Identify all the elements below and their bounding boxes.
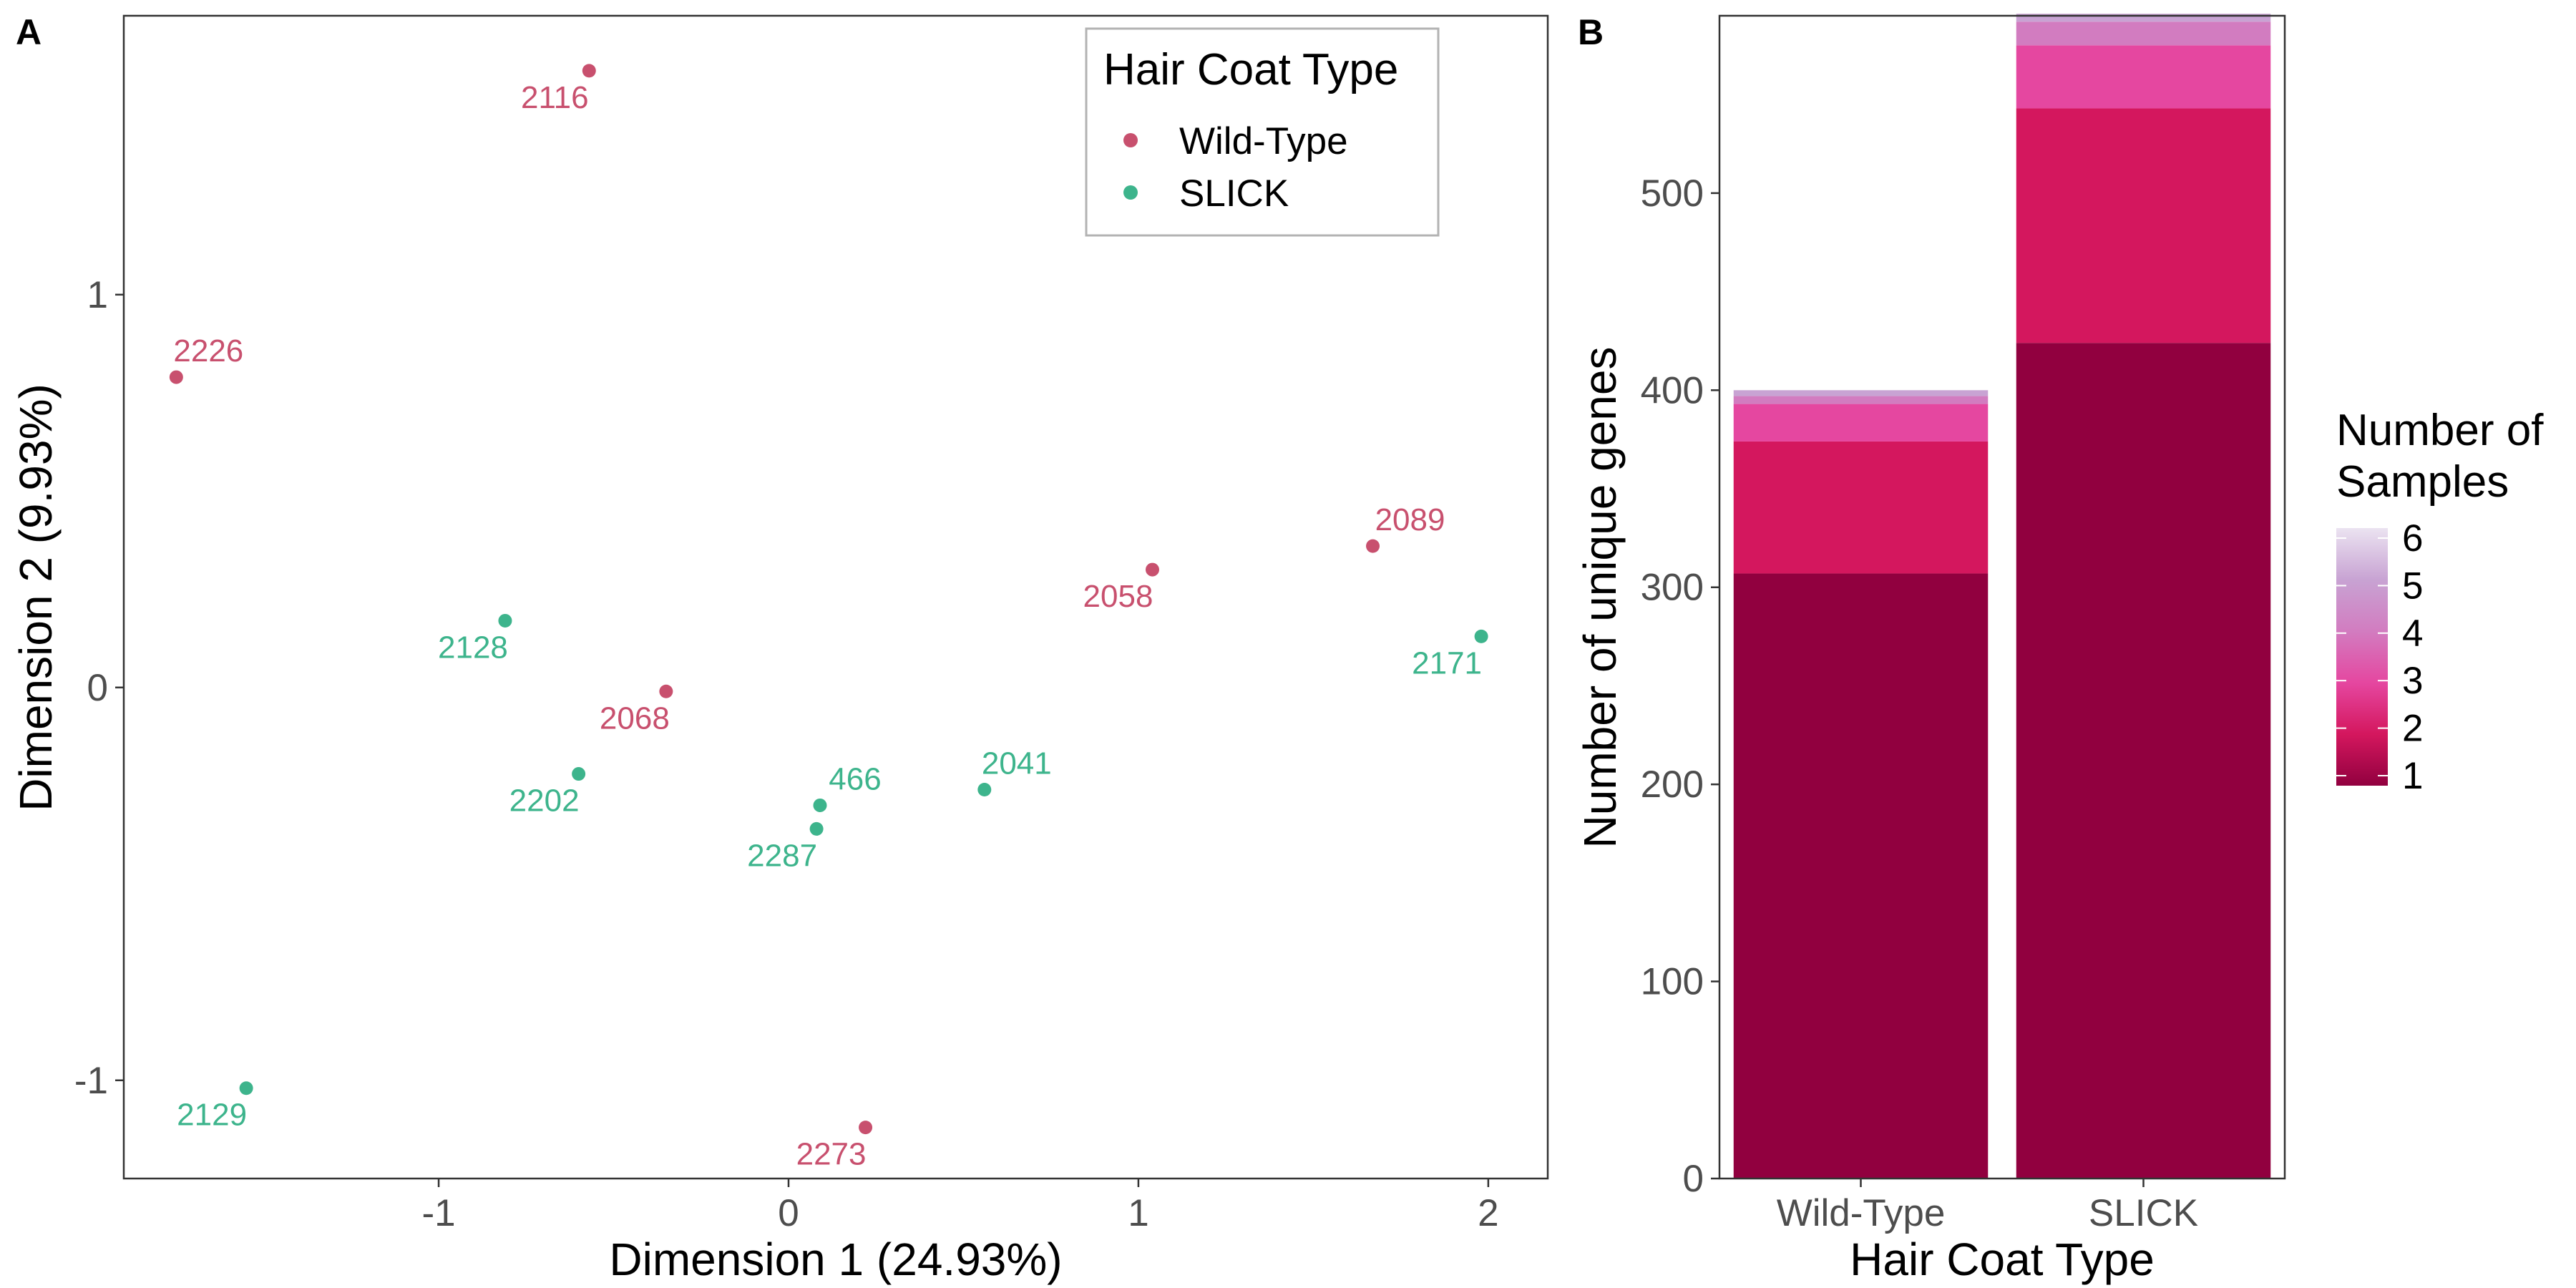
bar-x-axis-title: Hair Coat Type bbox=[1850, 1234, 2155, 1285]
point-label-2129: 2129 bbox=[177, 1098, 247, 1133]
point-wild-type-2273 bbox=[859, 1121, 873, 1135]
bar-segment-wild-type-samples-3 bbox=[1733, 404, 1989, 441]
panel-label-a: A bbox=[16, 12, 42, 52]
panel-label-b: B bbox=[1578, 12, 1604, 52]
x-axis-title: Dimension 1 (24.93%) bbox=[609, 1234, 1062, 1285]
point-label-2058: 2058 bbox=[1083, 579, 1153, 614]
point-label-2171: 2171 bbox=[1412, 645, 1482, 680]
point-label-466: 466 bbox=[829, 761, 881, 796]
point-label-2116: 2116 bbox=[521, 80, 589, 115]
colorbar-label-3: 3 bbox=[2402, 660, 2423, 702]
colorbar-label-6: 6 bbox=[2402, 517, 2423, 560]
bar-segment-wild-type-samples-2 bbox=[1733, 441, 1989, 574]
point-label-2128: 2128 bbox=[438, 630, 508, 665]
bar-y-tick-label: 200 bbox=[1641, 763, 1704, 806]
colorbar-label-5: 5 bbox=[2402, 565, 2423, 607]
point-wild-type-2058 bbox=[1145, 562, 1159, 577]
point-wild-type-2116 bbox=[582, 64, 596, 78]
bar-segment-wild-type-samples-4 bbox=[1733, 396, 1989, 404]
bar-y-axis-title: Number of unique genes bbox=[1574, 347, 1626, 849]
bar-y-tick-label: 100 bbox=[1641, 961, 1704, 1003]
x-tick-label: 1 bbox=[1128, 1192, 1148, 1234]
point-slick-2287 bbox=[809, 821, 824, 836]
point-label-2202: 2202 bbox=[509, 784, 580, 819]
samples-legend: Number of Samples 1 2 3 4 5 6 bbox=[2336, 406, 2544, 797]
bar-segment-slick-samples-4 bbox=[2016, 21, 2271, 46]
y-tick-label: -1 bbox=[74, 1060, 108, 1102]
legend-marker-wild-type bbox=[1123, 133, 1138, 147]
point-label-2068: 2068 bbox=[600, 701, 670, 736]
x-tick-label: -1 bbox=[421, 1192, 455, 1234]
bar-y-tick-label: 400 bbox=[1641, 369, 1704, 411]
scatter-points: 2116 2226 2089 2058 2068 2273 2128 2171 2202 466 2… bbox=[169, 64, 1488, 1172]
legend-label-wild-type: Wild-Type bbox=[1179, 120, 1348, 162]
legend-box bbox=[1085, 27, 1440, 237]
bar-x-tick-label-slick: SLICK bbox=[2089, 1192, 2198, 1234]
bar-segment-slick-samples-3 bbox=[2016, 45, 2271, 109]
colorbar-gradient bbox=[2336, 528, 2388, 786]
bar-segment-slick-samples-5 bbox=[2016, 14, 2271, 22]
bar-y-tick-label: 0 bbox=[1683, 1158, 1704, 1200]
bar-plot-border bbox=[1718, 14, 2286, 1180]
bar-segment-wild-type-samples-1 bbox=[1733, 573, 1989, 1179]
bar-panel: Wild-Type SLICK 0 100 200 300 400 500 Hair Coat… bbox=[1574, 14, 2544, 1285]
legend-label-slick: SLICK bbox=[1179, 172, 1289, 215]
point-label-2089: 2089 bbox=[1375, 502, 1445, 537]
point-slick-2129 bbox=[239, 1081, 253, 1096]
samples-colorbar: 1 2 3 4 5 6 bbox=[2336, 517, 2423, 797]
point-label-2041: 2041 bbox=[982, 746, 1052, 781]
point-wild-type-2068 bbox=[659, 684, 673, 698]
point-slick-466 bbox=[813, 798, 827, 812]
point-slick-2041 bbox=[977, 783, 992, 797]
bar-y-tick-label: 300 bbox=[1641, 567, 1704, 609]
colorbar-label-2: 2 bbox=[2402, 708, 2423, 750]
bar-segment-slick-samples-1 bbox=[2016, 343, 2271, 1179]
point-slick-2171 bbox=[1474, 629, 1488, 643]
bar-x-tick-label-wild-type: Wild-Type bbox=[1777, 1192, 1946, 1234]
colorbar-label-1: 1 bbox=[2402, 755, 2423, 797]
x-tick-label: 0 bbox=[778, 1192, 799, 1234]
scatter-ticks: -1 0 1 2 -1 0 1 bbox=[74, 274, 1499, 1234]
y-tick-label: 0 bbox=[87, 667, 108, 709]
samples-legend-title-line1: Number of bbox=[2336, 406, 2544, 455]
y-tick-label: 1 bbox=[87, 274, 108, 316]
point-label-2273: 2273 bbox=[796, 1137, 867, 1172]
legend-marker-slick bbox=[1123, 185, 1138, 200]
legend-title: Hair Coat Type bbox=[1103, 45, 1398, 94]
y-axis-title: Dimension 2 (9.93%) bbox=[10, 384, 62, 811]
bar-ticks: Wild-Type SLICK 0 100 200 300 400 500 bbox=[1641, 172, 2199, 1234]
bar-y-tick-label: 500 bbox=[1641, 172, 1704, 215]
point-slick-2202 bbox=[572, 767, 586, 781]
samples-legend-title-line2: Samples bbox=[2336, 457, 2509, 507]
bar-segment-slick-samples-2 bbox=[2016, 108, 2271, 343]
point-label-2287: 2287 bbox=[747, 838, 817, 873]
point-wild-type-2226 bbox=[169, 370, 183, 384]
point-slick-2128 bbox=[498, 613, 512, 628]
colorbar-label-4: 4 bbox=[2402, 613, 2423, 655]
point-wild-type-2089 bbox=[1366, 539, 1380, 553]
point-label-2226: 2226 bbox=[173, 333, 243, 369]
bar-segment-wild-type-samples-5 bbox=[1733, 390, 1989, 396]
bar-stacks bbox=[1733, 14, 2271, 1179]
x-tick-label: 2 bbox=[1478, 1192, 1498, 1234]
scatter-legend: Hair Coat Type Wild-Type SLICK bbox=[1085, 27, 1440, 237]
